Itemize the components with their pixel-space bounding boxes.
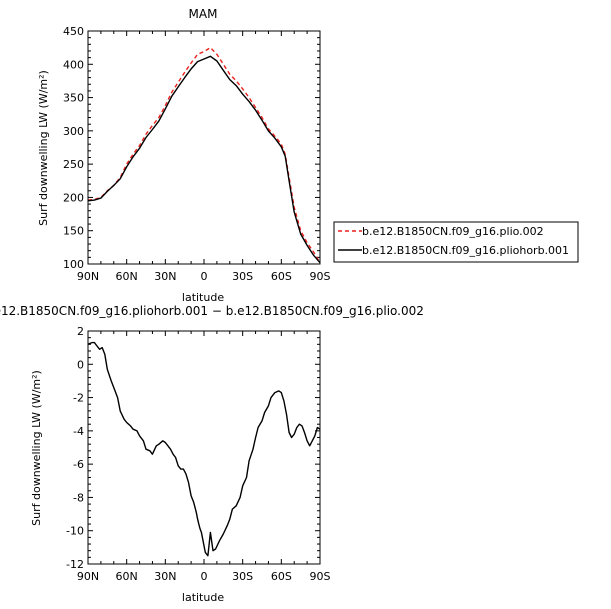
top-ytick-label: 300 <box>63 125 84 138</box>
top-ytick-label: 350 <box>63 92 84 105</box>
top-ytick-label: 450 <box>63 25 84 38</box>
bottom-ytick-label: -4 <box>73 425 84 438</box>
top-panel-ylabel: Surf downwelling LW (W/m²) <box>37 70 50 226</box>
top-xtick-label: 0 <box>201 270 208 283</box>
bottom-ytick-label: -12 <box>66 558 84 571</box>
top-panel-lines <box>87 46 321 264</box>
top-series-line-0 <box>87 46 321 264</box>
bottom-panel-xlabel: latitude <box>182 591 224 604</box>
top-ytick-label: 100 <box>63 258 84 271</box>
legend-label-pliohorb: b.e12.B1850CN.f09_g16.pliohorb.001 <box>362 244 569 257</box>
bottom-panel-ylabel: Surf downwelling LW (W/m²) <box>30 370 43 526</box>
top-ytick-label: 200 <box>63 191 84 204</box>
bottom-ytick-label: -6 <box>73 458 84 471</box>
top-ytick-label: 400 <box>63 58 84 71</box>
bottom-series-line-0 <box>87 341 321 557</box>
legend-box <box>333 221 579 263</box>
top-xtick-label: 60S <box>271 270 292 283</box>
bottom-xtick-label: 60S <box>271 570 292 583</box>
top-ytick-label: 250 <box>63 158 84 171</box>
bottom-panel-title: b.e12.B1850CN.f09_g16.pliohorb.001 − b.e… <box>0 304 424 318</box>
top-series-line-1 <box>87 55 321 264</box>
bottom-xtick-label: 90S <box>310 570 331 583</box>
bottom-xtick-label: 30S <box>232 570 253 583</box>
top-panel-frame <box>87 30 321 265</box>
top-ytick-label: 150 <box>63 225 84 238</box>
legend-label-plio: b.e12.B1850CN.f09_g16.plio.002 <box>362 225 544 238</box>
top-panel-title: MAM <box>189 7 218 21</box>
bottom-panel-lines <box>87 341 321 557</box>
bottom-xtick-label: 30N <box>154 570 176 583</box>
top-panel: MAM 100 150 200 250 300 350 400 450 90N 60N 30N 0 30… <box>37 7 331 304</box>
top-xtick-label: 30N <box>154 270 176 283</box>
top-xtick-label: 60N <box>116 270 138 283</box>
bottom-ytick-label: -2 <box>73 392 84 405</box>
legend: b.e12.B1850CN.f09_g16.plio.002 b.e12.B18… <box>333 221 579 263</box>
bottom-panel-frame <box>87 330 321 565</box>
bottom-ytick-label: 0 <box>77 358 84 371</box>
top-panel-ticks: 100 150 200 250 300 350 400 450 90N 60N 30N 0 30S 60S… <box>63 25 331 283</box>
top-xtick-label: 90S <box>310 270 331 283</box>
bottom-panel: b.e12.B1850CN.f09_g16.pliohorb.001 − b.e… <box>0 304 424 604</box>
bottom-xtick-label: 90N <box>77 570 99 583</box>
bottom-ytick-label: -10 <box>66 525 84 538</box>
bottom-ytick-label: -8 <box>73 491 84 504</box>
bottom-xtick-label: 60N <box>116 570 138 583</box>
top-xtick-label: 90N <box>77 270 99 283</box>
bottom-ytick-label: 2 <box>77 325 84 338</box>
bottom-xtick-label: 0 <box>201 570 208 583</box>
top-panel-xlabel: latitude <box>182 291 224 304</box>
top-xtick-label: 30S <box>232 270 253 283</box>
